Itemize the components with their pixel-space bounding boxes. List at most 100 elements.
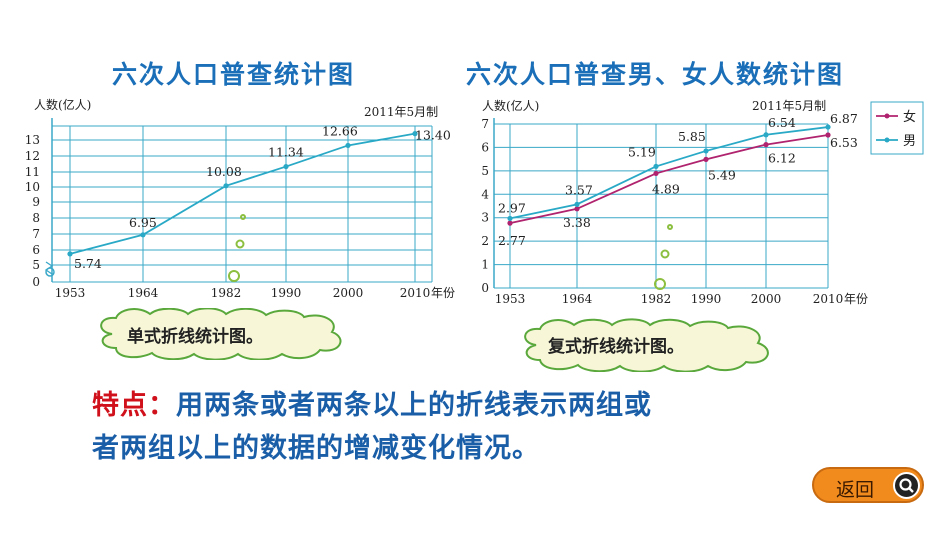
y-tick-label: 0 — [32, 275, 40, 289]
decor-dot — [228, 270, 240, 282]
back-button[interactable]: 返回 — [812, 467, 924, 503]
data-point-女 — [574, 206, 580, 212]
data-label-女: 2.77 — [498, 233, 526, 248]
data-label-女: 4.89 — [652, 181, 680, 196]
feature-lead: 特点： — [92, 390, 176, 421]
data-point-男 — [825, 124, 831, 130]
data-label-女: 6.53 — [830, 135, 858, 150]
decor-dot — [654, 278, 666, 290]
legend-box — [870, 101, 924, 155]
decor-dot — [660, 249, 670, 259]
data-point-男 — [763, 132, 769, 138]
x-tick-label: 1964 — [562, 292, 593, 306]
data-label-女: 5.49 — [708, 167, 736, 182]
legend-label-男: 男 — [903, 134, 916, 149]
x-tick-label: 2000 — [751, 292, 782, 306]
double-chart-title: 六次人口普查男、女人数统计图 — [466, 60, 845, 89]
data-point-女 — [703, 156, 709, 162]
data-point-男 — [574, 201, 580, 207]
legend-label-女: 女 — [903, 109, 916, 125]
cloud-label-single: 单式折线统计图。 — [127, 327, 263, 347]
y-tick-label: 12 — [25, 149, 40, 163]
legend-marker-男 — [884, 137, 890, 143]
data-point-女 — [763, 142, 769, 148]
chart-note: 2011年5月制 — [752, 99, 826, 113]
decor-axis-marker — [45, 267, 55, 277]
y-tick-label: 10 — [25, 180, 40, 194]
data-label-女: 6.12 — [768, 151, 796, 166]
series-line-男 — [509, 126, 829, 220]
x-tick-label: 2010 — [400, 286, 431, 300]
data-label: 12.66 — [322, 123, 358, 138]
y-tick-label: 13 — [25, 133, 40, 147]
data-point-男 — [507, 215, 513, 222]
y-tick-label: 0 — [481, 281, 489, 295]
data-label: 5.74 — [74, 256, 102, 271]
feature-text-1: 用两条或者两条以上的折线表示两组或 — [176, 390, 652, 421]
data-point — [140, 232, 146, 238]
x-tick-label: 1953 — [55, 286, 86, 300]
x-tick-label: 1964 — [128, 286, 159, 300]
y-tick-label: 7 — [32, 227, 40, 241]
data-point-女 — [507, 220, 513, 226]
data-point-男 — [653, 163, 659, 170]
data-point — [345, 142, 351, 149]
x-axis-label: 年份 — [431, 286, 455, 300]
feature-line-2: 者两组以上的数据的增减变化情况。 — [92, 433, 540, 464]
decor-dot — [240, 214, 246, 220]
x-tick-label: 2010 — [813, 292, 844, 306]
feature-line-1: 特点：用两条或者两条以上的折线表示两组或 — [92, 383, 652, 422]
y-tick-label: 11 — [25, 165, 40, 179]
y-axis-label: 人数(亿人) — [482, 98, 539, 113]
cloud-bubble-left — [100, 308, 342, 360]
series-line-女 — [509, 134, 829, 224]
y-tick-label: 1 — [481, 258, 489, 272]
data-label-男: 6.54 — [768, 115, 796, 130]
y-tick-label: 4 — [481, 187, 489, 201]
data-label: 6.95 — [129, 215, 157, 230]
data-point — [223, 183, 229, 189]
y-tick-label: 3 — [481, 211, 489, 225]
single-chart-title: 六次人口普查统计图 — [112, 60, 356, 89]
data-label-女: 3.38 — [563, 215, 591, 230]
data-point-男 — [703, 148, 709, 154]
y-tick-label: 7 — [481, 117, 489, 131]
data-point — [283, 163, 289, 170]
data-point — [67, 251, 73, 257]
x-tick-label: 1982 — [641, 292, 672, 306]
series-line — [69, 132, 416, 255]
data-label: 10.08 — [206, 164, 242, 179]
y-tick-label: 5 — [32, 258, 40, 272]
y-tick-label: 8 — [32, 211, 40, 225]
y-tick-label: 6 — [32, 243, 40, 257]
y-tick-label: 6 — [481, 140, 489, 154]
x-tick-label: 1982 — [211, 286, 242, 300]
decor-dot — [667, 224, 673, 230]
data-label-男: 2.97 — [498, 200, 526, 215]
x-axis-label: 年份 — [844, 292, 868, 306]
y-axis-label: 人数(亿人) — [34, 97, 91, 112]
cloud-bubble-right — [524, 318, 769, 372]
back-button-label: 返回 — [836, 479, 875, 501]
x-tick-label: 1990 — [691, 292, 722, 306]
data-label-男: 3.57 — [565, 182, 593, 197]
decor-dot — [235, 239, 245, 249]
data-point — [412, 131, 418, 137]
y-tick-label: 5 — [481, 164, 489, 178]
data-label: 11.34 — [268, 145, 304, 160]
x-tick-label: 1953 — [495, 292, 526, 306]
y-tick-label: 2 — [481, 234, 489, 248]
chart-note: 2011年5月制 — [364, 105, 438, 119]
data-label-男: 5.85 — [678, 129, 706, 144]
y-tick-label: 9 — [32, 195, 40, 209]
x-tick-label: 1990 — [271, 286, 302, 300]
data-point-女 — [825, 132, 831, 138]
data-point-女 — [653, 170, 659, 177]
data-label-男: 6.87 — [830, 111, 858, 126]
x-tick-label: 2000 — [333, 286, 364, 300]
data-label-男: 5.19 — [628, 144, 656, 159]
cloud-label-double: 复式折线统计图。 — [548, 337, 684, 357]
legend-marker-女 — [884, 113, 890, 119]
magnifier-icon — [893, 472, 920, 499]
